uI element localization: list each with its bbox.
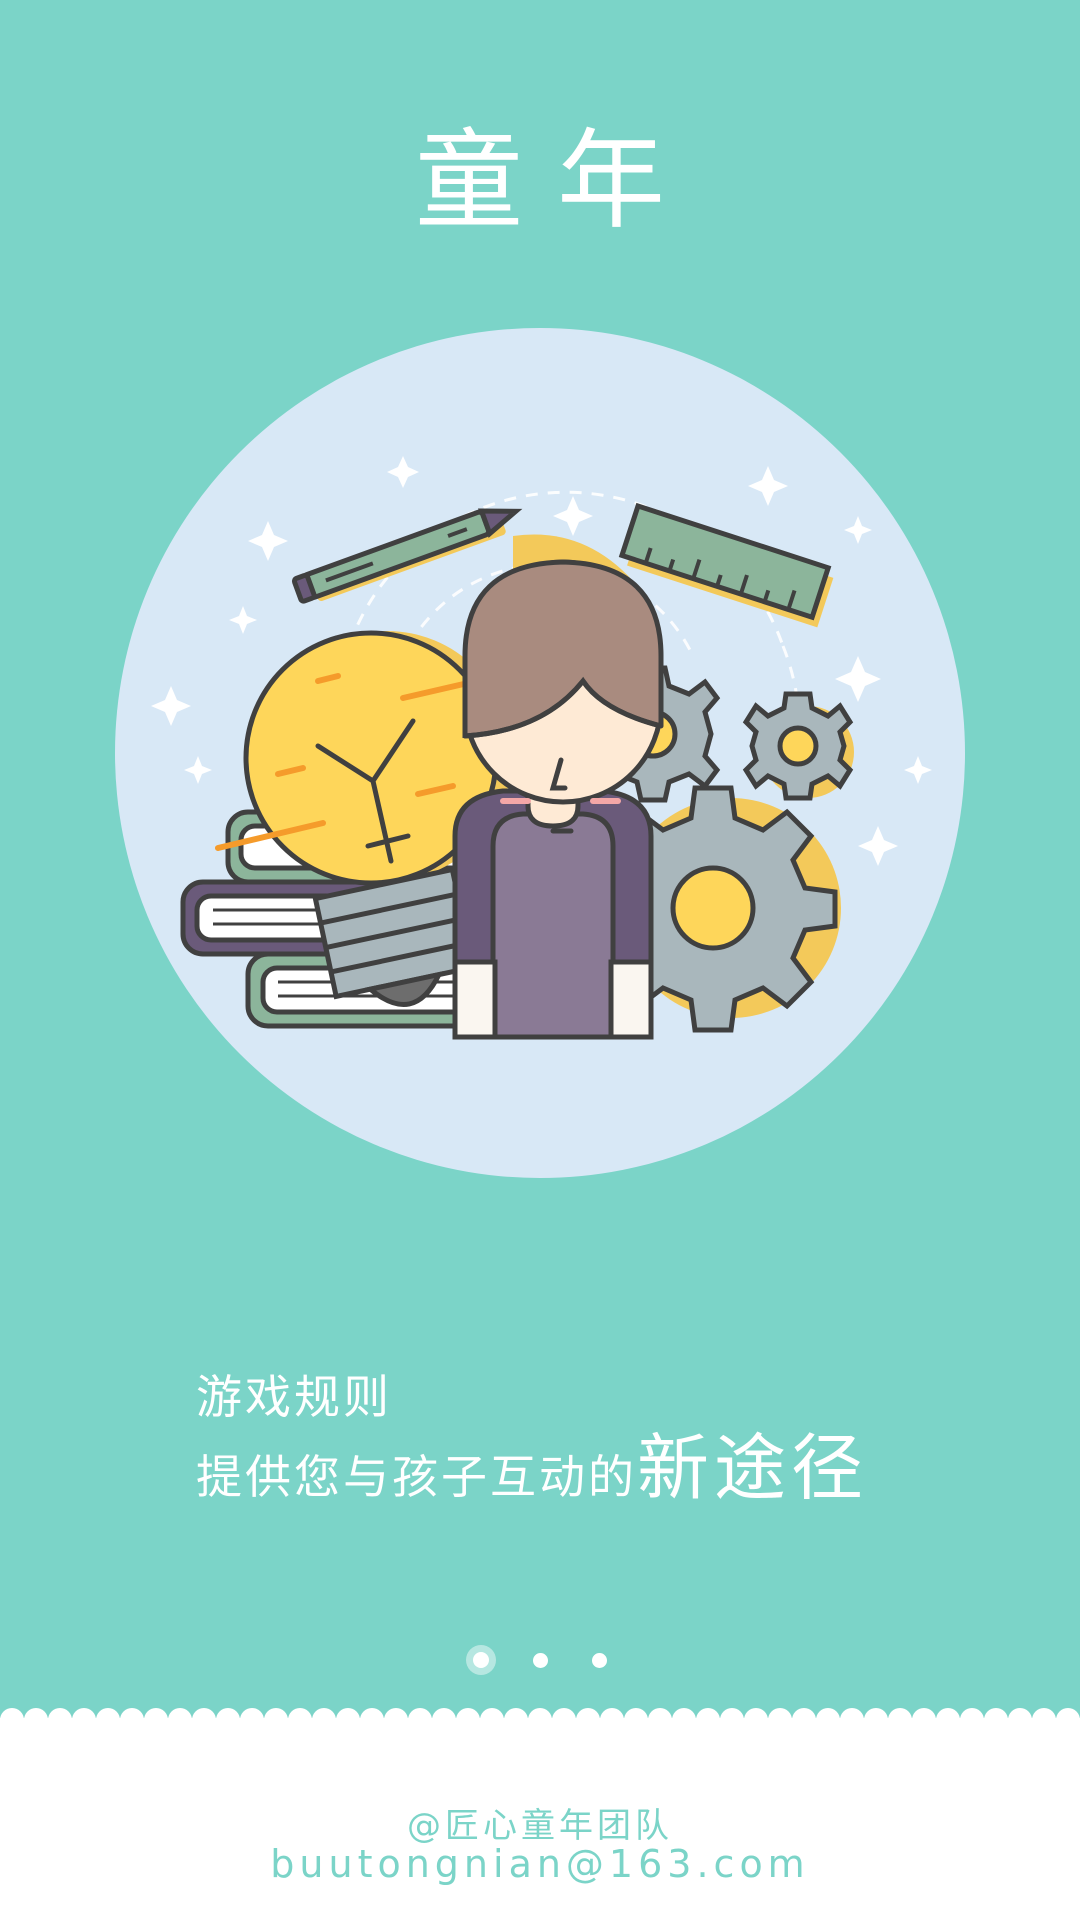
page-dot-2[interactable] — [533, 1652, 548, 1668]
gear-icon — [742, 691, 854, 801]
page-dot-1[interactable] — [473, 1652, 489, 1668]
page-indicator — [0, 1652, 1080, 1668]
ruler-icon — [618, 502, 834, 628]
page-dot-3[interactable] — [592, 1652, 607, 1668]
lightbulb-icon — [215, 630, 512, 1007]
pencil-icon — [291, 508, 523, 604]
tagline-emphasis: 新途径 — [637, 1426, 869, 1510]
footer: @匠心童年团队 buutongnian@163.com — [0, 1708, 1080, 1920]
tagline-line2-prefix: 提供您与孩子互动的 — [196, 1450, 637, 1504]
tagline-line2: 提供您与孩子互动的新途径 — [196, 1428, 868, 1517]
scallop-edge — [0, 1708, 1080, 1734]
contact-email[interactable]: buutongnian@163.com — [270, 1842, 810, 1886]
team-credit: @匠心童年团队 — [407, 1806, 673, 1846]
tagline-line1: 游戏规则 — [196, 1370, 392, 1424]
tagline: 游戏规则 提供您与孩子互动的新途径 — [196, 1366, 868, 1517]
hero-illustration — [115, 328, 965, 1178]
app-title: 童年 — [414, 119, 699, 244]
sparkle-icon — [151, 456, 932, 866]
child-icon — [452, 534, 664, 1040]
